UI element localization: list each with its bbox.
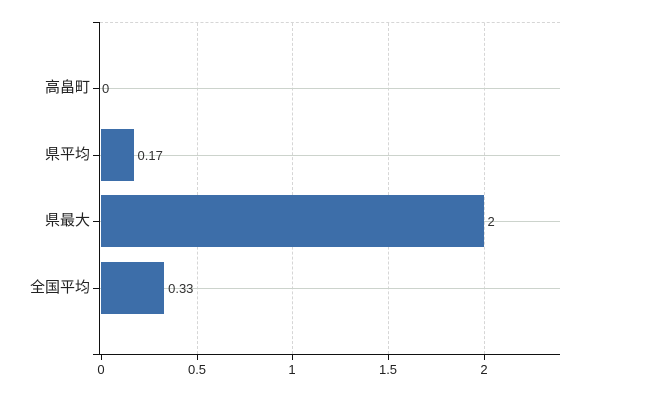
value-label: 0.33 [168, 281, 194, 296]
x-tick-label: 0 [97, 362, 105, 377]
horizontal-gridline [100, 155, 560, 156]
vertical-gridline [484, 23, 485, 354]
x-tick-label: 0.5 [187, 362, 207, 377]
bar-県最大 [101, 195, 484, 247]
y-axis-tick [93, 288, 100, 290]
y-axis-tick [93, 88, 100, 90]
x-tick-label: 2 [480, 362, 488, 377]
category-label: 全国平均 [29, 279, 90, 296]
category-label: 高畠町 [44, 79, 90, 96]
x-axis-tick [388, 354, 390, 360]
horizontal-gridline [100, 88, 560, 89]
horizontal-gridline [100, 288, 560, 289]
value-label: 2 [487, 214, 495, 229]
category-label: 県最大 [44, 212, 90, 229]
x-tick-label: 1 [288, 362, 296, 377]
value-label: 0 [102, 81, 110, 96]
value-label: 0.17 [137, 148, 163, 163]
y-axis-tick [93, 22, 100, 24]
vertical-gridline [388, 23, 389, 354]
y-axis [99, 22, 101, 354]
y-axis-tick [93, 221, 100, 223]
bar-県平均 [101, 129, 134, 181]
x-axis-tick [197, 354, 199, 360]
bar-全国平均 [101, 262, 165, 314]
plot-top-border [100, 22, 560, 23]
x-tick-label: 1.5 [378, 362, 398, 377]
x-axis [100, 354, 560, 356]
x-axis-tick [101, 354, 103, 360]
y-axis-tick [93, 155, 100, 157]
x-axis-tick [484, 354, 486, 360]
vertical-gridline [292, 23, 293, 354]
category-label: 県平均 [44, 146, 90, 163]
vertical-gridline [197, 23, 198, 354]
y-axis-tick [93, 354, 100, 356]
x-axis-tick [292, 354, 294, 360]
